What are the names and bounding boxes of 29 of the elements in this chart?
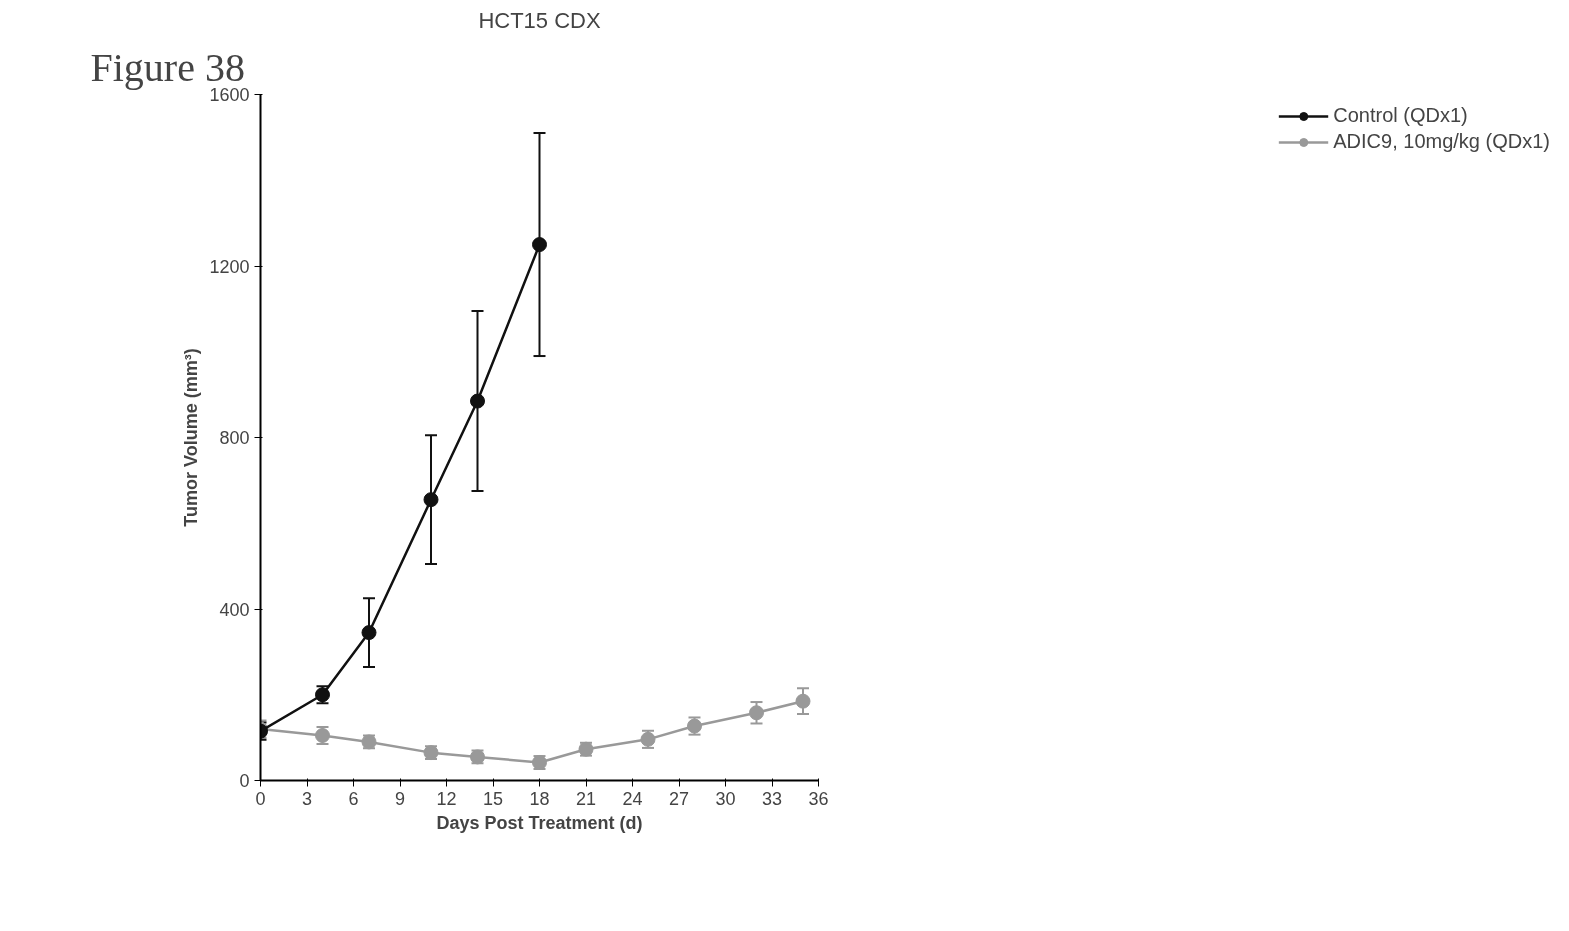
y-tick-label: 800: [219, 428, 250, 448]
x-tick-label: 3: [301, 788, 313, 809]
x-tick-label: 36: [808, 788, 829, 809]
y-tick-label: 1200: [209, 256, 250, 277]
x-tick-label: 12: [436, 788, 457, 809]
y-tick-label: 0: [239, 771, 250, 791]
x-tick-label: 0: [255, 788, 266, 809]
x-tick-label: 33: [761, 788, 783, 809]
y-axis-title: Tumor Volume (mm³): [181, 348, 202, 527]
point: [532, 237, 547, 253]
point: [423, 492, 439, 508]
point: [749, 705, 764, 721]
x-axis-title: Days Post Treatment (d): [436, 812, 643, 833]
x-tick-label: 9: [394, 788, 406, 809]
x-tick-label: 27: [668, 788, 690, 809]
x-tick-label: 18: [529, 788, 550, 809]
point: [470, 393, 485, 409]
point: [795, 693, 811, 709]
chart-title: HCT15 CDX: [478, 7, 601, 33]
x-tick-label: 6: [348, 788, 359, 809]
x-tick-label: 24: [622, 788, 643, 809]
x-tick-label: 30: [715, 788, 736, 809]
legend-label: ADIC9, 10mg/kg (QDx1): [1333, 130, 1550, 153]
x-tick-label: 15: [482, 788, 504, 809]
y-tick-label: 400: [219, 599, 250, 620]
y-tick-label: 1600: [209, 85, 250, 105]
x-tick-label: 21: [575, 788, 597, 809]
legend-label: Control (QDx1): [1333, 104, 1468, 127]
point: [361, 625, 377, 641]
